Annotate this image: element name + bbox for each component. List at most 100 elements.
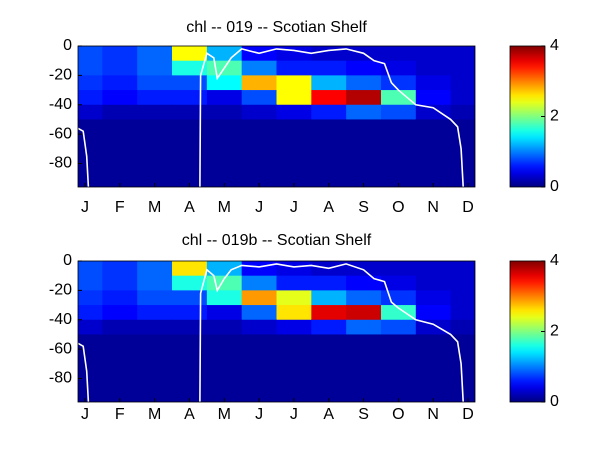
heat-cell bbox=[206, 349, 243, 365]
heat-cell bbox=[380, 393, 417, 402]
heat-cell bbox=[450, 305, 475, 321]
heat-cell bbox=[415, 363, 452, 379]
heat-cell bbox=[172, 134, 208, 150]
x-tick-label: A bbox=[323, 199, 334, 216]
heat-cell bbox=[137, 134, 173, 150]
heat-cell bbox=[137, 275, 173, 291]
heat-cell bbox=[276, 60, 312, 76]
heat-cell bbox=[276, 104, 312, 120]
heat-cell bbox=[276, 178, 312, 187]
heat-cell bbox=[206, 305, 243, 321]
heat-cell bbox=[102, 319, 138, 335]
heat-cell bbox=[450, 349, 475, 365]
y-tick-label: -40 bbox=[49, 311, 72, 328]
heat-cell bbox=[206, 393, 243, 402]
heat-cell bbox=[415, 178, 452, 187]
colorbar-tick-label: 0 bbox=[550, 178, 559, 195]
heat-cell bbox=[380, 334, 417, 350]
heat-cell bbox=[78, 290, 103, 306]
heat-cell bbox=[78, 261, 103, 277]
y-tick-label: -60 bbox=[49, 125, 72, 142]
heat-cell bbox=[276, 261, 312, 277]
heat-cell bbox=[346, 104, 382, 120]
heat-cell bbox=[137, 178, 173, 187]
heat-cell bbox=[206, 178, 243, 187]
x-tick-label: J bbox=[81, 199, 89, 216]
heat-cell bbox=[346, 393, 382, 402]
heat-cell bbox=[206, 90, 243, 106]
heat-cell bbox=[276, 349, 312, 365]
heat-cell bbox=[450, 104, 475, 120]
heat-cell bbox=[415, 305, 452, 321]
heat-cell bbox=[172, 275, 208, 291]
heat-cell bbox=[311, 104, 347, 120]
x-tick-label: J bbox=[81, 406, 89, 423]
heat-cell bbox=[206, 261, 243, 277]
heat-cell bbox=[102, 334, 138, 350]
heat-cell bbox=[78, 75, 103, 91]
heat-cell bbox=[346, 349, 382, 365]
heat-cell bbox=[380, 378, 417, 394]
heat-cell bbox=[241, 178, 277, 187]
heat-cell bbox=[450, 275, 475, 291]
x-tick-label: F bbox=[115, 406, 125, 423]
heat-cell bbox=[241, 134, 277, 150]
heat-cell bbox=[206, 119, 243, 135]
heat-cell bbox=[415, 378, 452, 394]
colorbar-tick-label: 2 bbox=[550, 108, 559, 125]
heat-cell bbox=[137, 261, 173, 277]
heat-cell bbox=[78, 378, 103, 394]
heat-cell bbox=[206, 319, 243, 335]
heat-cell bbox=[137, 349, 173, 365]
heat-cell bbox=[415, 90, 452, 106]
heat-cell bbox=[137, 319, 173, 335]
heat-cell bbox=[311, 46, 347, 62]
heat-cell bbox=[102, 261, 138, 277]
heat-cell bbox=[380, 148, 417, 164]
heat-cell bbox=[276, 275, 312, 291]
heat-cell bbox=[102, 90, 138, 106]
heat-cell bbox=[78, 319, 103, 335]
heat-cell bbox=[102, 378, 138, 394]
heat-cell bbox=[450, 90, 475, 106]
heat-cell bbox=[172, 363, 208, 379]
mixed-layer-line bbox=[78, 263, 464, 402]
heat-cell bbox=[241, 290, 277, 306]
heat-cell bbox=[78, 334, 103, 350]
heat-cell bbox=[346, 119, 382, 135]
heat-cell bbox=[241, 334, 277, 350]
heat-cell bbox=[311, 305, 347, 321]
heat-cell bbox=[172, 104, 208, 120]
heat-cell bbox=[172, 46, 208, 62]
heat-cell bbox=[137, 334, 173, 350]
heat-cell bbox=[346, 134, 382, 150]
mixed-layer-line bbox=[78, 48, 464, 187]
chart-title: chl -- 019b -- Scotian Shelf bbox=[182, 232, 372, 249]
heat-cell bbox=[450, 75, 475, 91]
heat-cell bbox=[380, 46, 417, 62]
heat-cell bbox=[102, 119, 138, 135]
heat-cell bbox=[311, 378, 347, 394]
heat-cell bbox=[311, 363, 347, 379]
heat-cell bbox=[311, 290, 347, 306]
y-tick-label: -80 bbox=[49, 370, 72, 387]
heat-cell bbox=[78, 305, 103, 321]
x-tick-label: S bbox=[358, 406, 369, 423]
heat-cell bbox=[346, 261, 382, 277]
heat-cell bbox=[137, 163, 173, 179]
heat-cell bbox=[415, 393, 452, 402]
heat-cell bbox=[102, 75, 138, 91]
heat-cell bbox=[102, 393, 138, 402]
heat-cell bbox=[415, 163, 452, 179]
heat-cell bbox=[172, 75, 208, 91]
heat-cell bbox=[102, 363, 138, 379]
colorbar-tick-label: 4 bbox=[550, 252, 559, 269]
heat-cell bbox=[311, 60, 347, 76]
heat-cell bbox=[206, 104, 243, 120]
y-tick-label: 0 bbox=[63, 252, 72, 269]
plot-frame bbox=[77, 45, 476, 188]
heat-cell bbox=[450, 60, 475, 76]
x-tick-label: J bbox=[255, 199, 263, 216]
heat-cell bbox=[276, 75, 312, 91]
